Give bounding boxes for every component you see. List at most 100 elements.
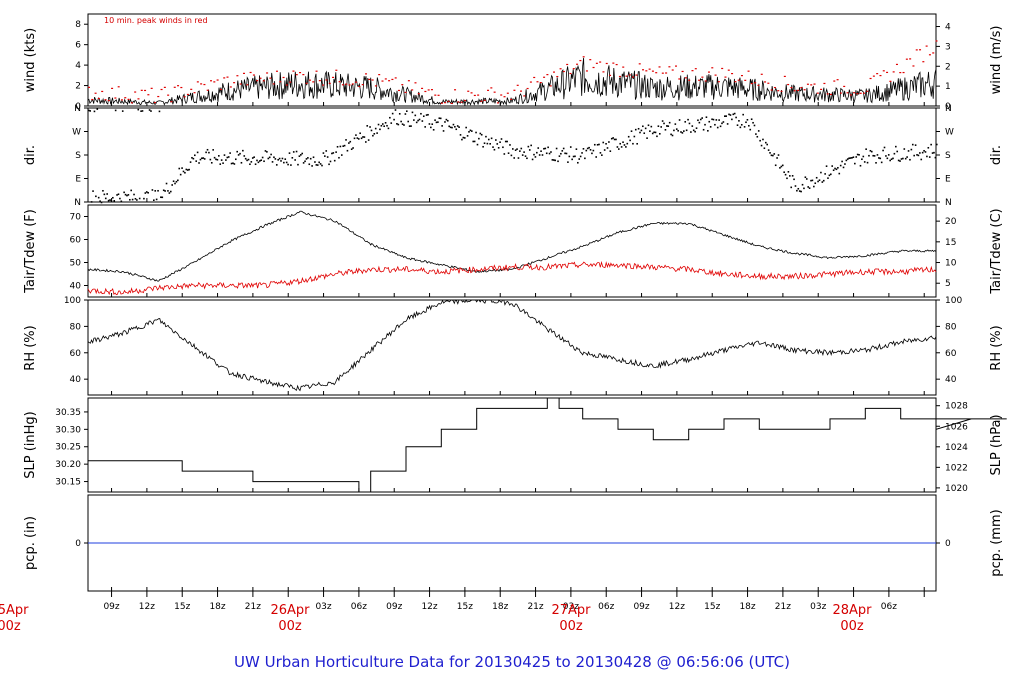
wind-peak-mark (905, 58, 908, 60)
wind-dir-point (618, 148, 620, 150)
wind-dir-point (909, 158, 911, 161)
wind-dir-point (919, 152, 921, 154)
wind-dir-point (502, 146, 504, 149)
wind-dir-point (841, 160, 843, 163)
date-label-27apr-hour: 00z (559, 619, 583, 634)
wind-dir-point (301, 152, 304, 155)
wind-dir-point (362, 136, 364, 138)
wind-dir-point (817, 180, 819, 183)
wind-peak-mark (137, 98, 140, 100)
wind-peak-mark (740, 75, 743, 77)
wind-peak-mark (665, 72, 668, 74)
wind-peak-mark (797, 89, 800, 91)
wind-dir-point (188, 168, 190, 171)
wind-dir-point (456, 125, 459, 127)
x-tick-label: 15z (174, 602, 190, 612)
wind-dir-point (735, 116, 737, 119)
wind-peak-mark (397, 89, 400, 92)
wind-peak-mark (335, 69, 338, 71)
wind-dir-point (859, 164, 862, 167)
y-tick-label: S (75, 151, 81, 161)
wind-dir-point (608, 141, 610, 143)
wind-dir-point (851, 157, 853, 159)
wind-dir-point (261, 156, 264, 159)
wind-dir-point (690, 131, 692, 133)
y-tick-label-right: 1026 (945, 422, 968, 432)
wind-dir-point (237, 154, 240, 156)
wind-dir-point (586, 147, 589, 150)
wind-dir-point (820, 171, 822, 174)
wind-dir-point (625, 146, 627, 148)
wind-peak-mark (688, 79, 691, 81)
wind-dir-point (718, 119, 720, 121)
wind-dir-point (441, 125, 443, 127)
wind-dir-point (878, 157, 880, 159)
wind-dir-point (472, 140, 475, 143)
y-tick-label: 30.30 (55, 425, 81, 435)
wind-dir-point (772, 154, 774, 157)
wind-dir-point (646, 137, 648, 139)
wind-dir-point (839, 164, 842, 167)
wind-dir-point (321, 164, 323, 167)
wind-dir-point (886, 157, 889, 160)
wind-dir-point (89, 110, 92, 112)
wind-dir-point (411, 111, 414, 114)
wind-peak-mark (269, 77, 272, 79)
wind-dir-point (674, 123, 677, 125)
wind-dir-point (821, 181, 824, 183)
wind-dir-point (343, 144, 346, 147)
wind-dir-point (923, 149, 925, 152)
dir-ylabel: dir. (23, 145, 38, 165)
y-tick-label: N (74, 104, 81, 114)
wind-dir-point (353, 137, 356, 140)
wind-dir-point (169, 190, 172, 193)
wind-dir-point (333, 159, 336, 162)
wind-dir-point (521, 154, 524, 156)
wind-dir-point (569, 146, 572, 148)
wind-dir-point (715, 119, 718, 121)
wind-dir-point (619, 142, 622, 145)
wind-dir-point (482, 145, 484, 148)
wind-peak-mark (803, 89, 806, 91)
wind-dir-point (391, 112, 394, 115)
wind-dir-point (762, 138, 764, 141)
wind-dir-point (649, 130, 651, 132)
wind-dir-point (658, 132, 661, 135)
wind-peak-mark (421, 87, 424, 90)
wind-peak-mark (698, 79, 701, 81)
wind-dir-point (499, 141, 501, 143)
wind-dir-point (332, 152, 335, 154)
wind-dir-point (899, 160, 901, 162)
wind-dir-point (865, 148, 867, 150)
wind-dir-point (681, 132, 684, 134)
wind-peak-mark (711, 67, 714, 69)
wind-dir-point (446, 119, 449, 122)
wind-peak-mark (609, 74, 612, 76)
wind-peak-mark (216, 79, 219, 81)
wind-peak-mark (249, 71, 252, 74)
wind-dir-point (240, 161, 243, 164)
wind-dir-point (606, 147, 609, 149)
wind-peak-mark (117, 86, 120, 88)
wind-peak-mark (638, 63, 641, 65)
wind-peak-mark (111, 87, 114, 89)
wind-peak-mark (368, 78, 371, 81)
wind-peak-mark (147, 94, 150, 96)
wind-dir-point (896, 150, 899, 153)
x-tick-label: 21z (245, 602, 261, 612)
wind-dir-point (428, 123, 431, 125)
y-tick-label-right: 40 (945, 375, 957, 385)
wind-peak-mark (895, 63, 898, 66)
wind-dir-point (121, 110, 124, 112)
wind-dir-point (510, 154, 513, 157)
wind-peak-mark (506, 92, 509, 94)
wind-dir-point (278, 157, 281, 160)
y-tick-label-right: 60 (945, 349, 957, 359)
wind-dir-point (304, 160, 306, 163)
wind-dir-point (479, 132, 482, 135)
wind-dir-point (266, 151, 268, 153)
wind-peak-mark (200, 83, 203, 85)
wind-peak-mark (813, 83, 816, 85)
wind-dir-point (810, 179, 812, 182)
wind-peak-mark (460, 101, 463, 103)
